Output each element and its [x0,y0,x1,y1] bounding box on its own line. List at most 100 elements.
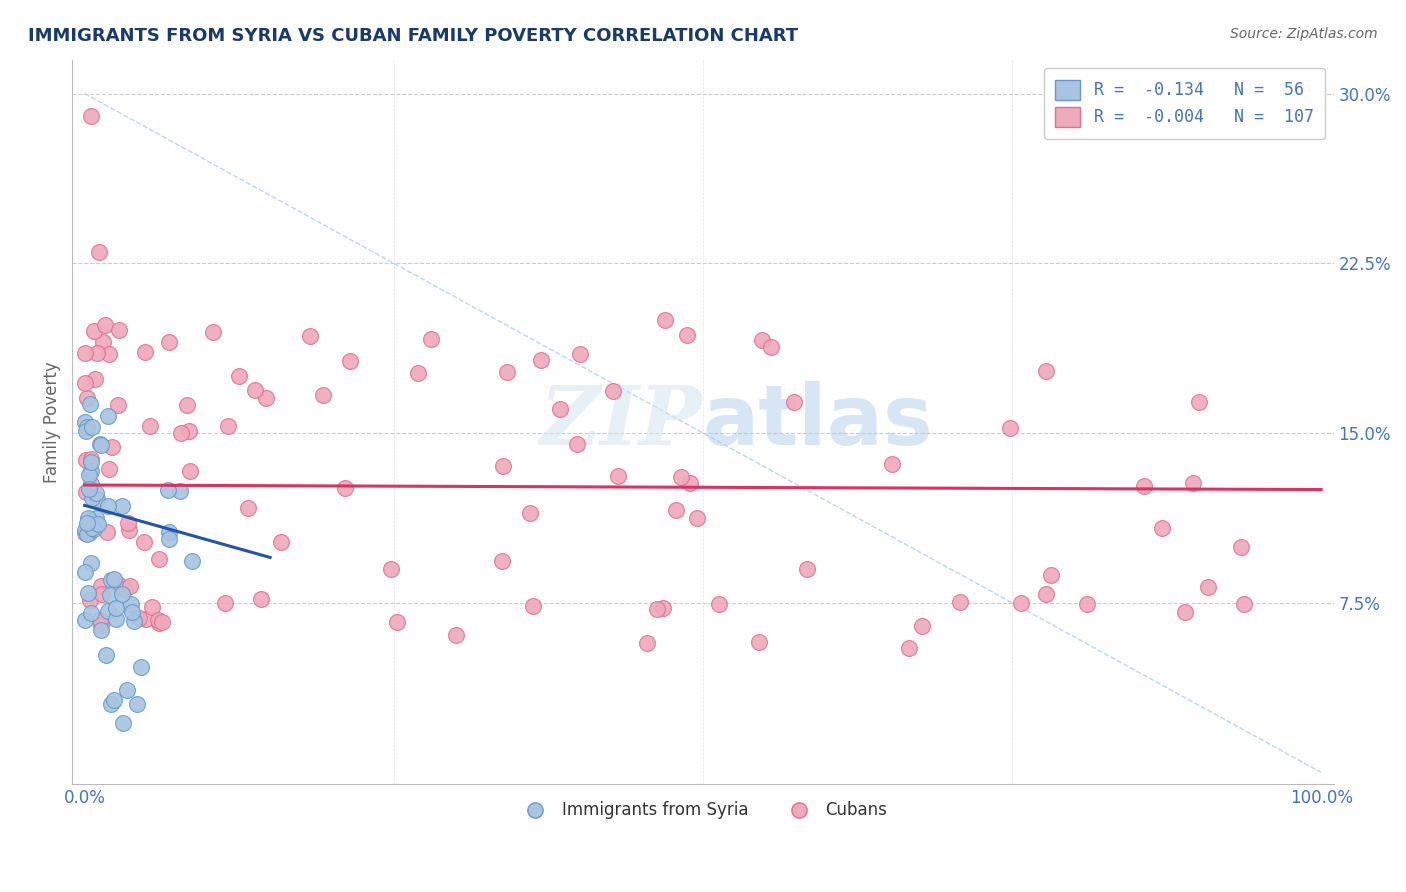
Point [117,516,139,530]
Point [79,593,101,607]
Point [236,501,259,516]
Point [654,313,676,327]
Point [254,391,277,405]
Point [707,597,730,611]
Point [127,697,149,711]
Point [679,475,702,490]
Point [181,554,204,568]
Point [80,109,103,123]
Point [75,613,97,627]
Text: atlas: atlas [703,381,934,462]
Point [565,436,588,450]
Point [176,398,198,412]
Point [108,323,131,337]
Point [880,457,903,471]
Point [75,523,97,537]
Point [152,615,174,629]
Point [86,346,108,360]
Point [80,606,103,620]
Point [602,384,624,398]
Point [94,648,117,662]
Point [676,327,699,342]
Point [77,468,100,483]
Point [90,623,112,637]
Point [94,318,117,332]
Point [169,483,191,498]
Point [665,503,688,517]
Point [103,693,125,707]
Point [111,715,134,730]
Point [73,565,96,579]
Point [134,344,156,359]
Point [73,525,96,540]
Point [491,554,513,568]
Point [1233,598,1256,612]
Point [82,521,104,535]
Point [114,582,136,597]
Point [120,597,142,611]
Point [86,491,108,506]
Point [80,513,103,527]
Point [97,499,120,513]
Point [299,329,322,343]
Point [132,535,155,549]
Point [911,618,934,632]
Point [148,615,170,630]
Y-axis label: Family Poverty: Family Poverty [44,360,60,483]
Point [80,454,103,468]
Point [100,588,122,602]
Point [1133,478,1156,492]
Point [636,636,658,650]
Point [380,561,402,575]
Point [84,510,107,524]
Point [107,398,129,412]
Point [101,440,124,454]
Point [651,600,673,615]
Text: Source: ZipAtlas.com: Source: ZipAtlas.com [1230,27,1378,41]
Point [1188,395,1211,409]
Point [550,402,572,417]
Point [98,347,121,361]
Point [446,628,468,642]
Point [89,613,111,627]
Point [522,599,544,613]
Point [148,613,170,627]
Point [148,552,170,566]
Point [121,606,143,620]
Point [79,526,101,541]
Point [83,324,105,338]
Point [75,453,97,467]
Point [312,388,335,402]
Point [76,516,98,530]
Point [214,596,236,610]
Point [1076,598,1098,612]
Point [748,635,770,649]
Point [998,421,1021,435]
Point [796,562,818,576]
Point [141,600,163,615]
Point [339,354,361,368]
Point [751,334,773,348]
Point [228,368,250,383]
Point [1182,475,1205,490]
Point [1197,581,1219,595]
Point [80,476,103,491]
Point [117,682,139,697]
Point [105,601,128,615]
Point [1035,587,1057,601]
Point [76,391,98,405]
Point [669,469,692,483]
Point [1150,521,1173,535]
Point [122,614,145,628]
Point [107,577,129,591]
Point [84,486,107,500]
Point [420,333,443,347]
Point [87,517,110,532]
Point [1040,567,1063,582]
Point [89,437,111,451]
Point [157,532,180,546]
Point [645,602,668,616]
Legend: Immigrants from Syria, Cubans: Immigrants from Syria, Cubans [512,795,894,826]
Point [103,572,125,586]
Point [519,506,541,520]
